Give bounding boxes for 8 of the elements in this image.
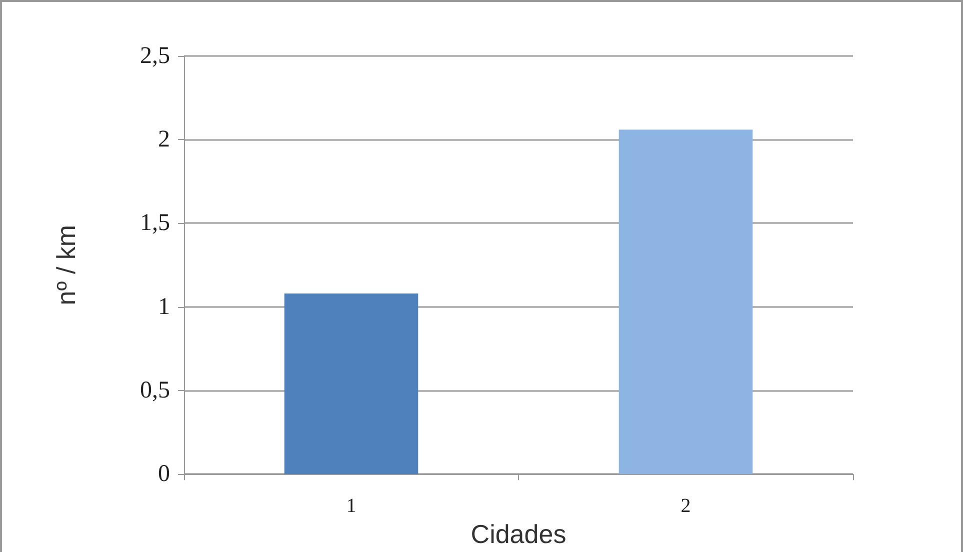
y-tick-label: 0	[158, 461, 170, 488]
y-tick-label: 2,5	[140, 43, 170, 69]
y-tick-label: 0,5	[140, 377, 170, 404]
y-axis-title: nº / km	[51, 224, 81, 306]
y-tick-label: 1	[158, 294, 170, 320]
y-tick-label: 2	[158, 126, 170, 153]
y-tick-label: 1,5	[140, 210, 170, 236]
x-axis-title: Cidades	[470, 519, 566, 549]
